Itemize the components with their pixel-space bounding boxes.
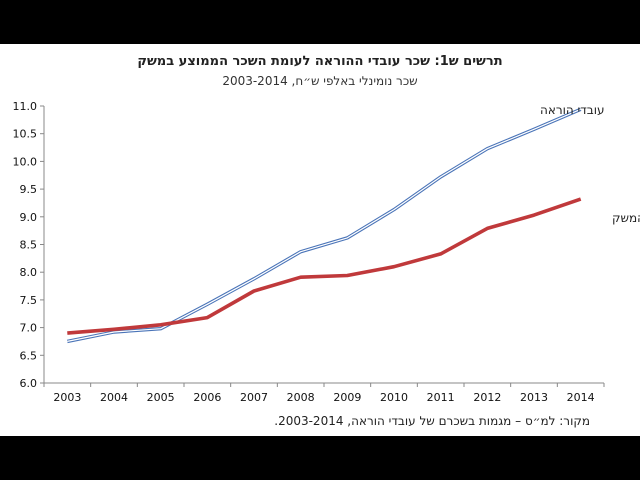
x-tick-label: 2004: [100, 391, 128, 404]
y-tick-label: 7.5: [20, 294, 38, 307]
y-tick-label: 7.0: [20, 322, 38, 335]
chart-frame: תרשים ש1: שכר עובדי ההוראה לעומת השכר המ…: [0, 44, 640, 436]
x-tick-label: 2010: [380, 391, 408, 404]
y-tick-label: 10.0: [13, 155, 38, 168]
y-tick-label: 8.0: [20, 266, 38, 279]
x-tick-label: 2003: [53, 391, 81, 404]
x-tick-label: 2012: [473, 391, 501, 404]
chart-title: תרשים ש1: שכר עובדי ההוראה לעומת השכר המ…: [137, 54, 503, 69]
x-tick-label: 2008: [287, 391, 315, 404]
x-tick-label: 2013: [520, 391, 548, 404]
line-chart: 6.0 6.5 7.0 7.5 8.0 8.5 9.0 9.5 10.0 10.5 11.0 200…: [13, 100, 640, 404]
x-tick-label: 2009: [333, 391, 361, 404]
y-tick-label: 9.5: [20, 183, 38, 196]
chart-subtitle: שכר נומינלי באלפי ש״ח, 2003-2014: [222, 74, 418, 88]
series-lines: [66, 107, 582, 344]
y-tick-label: 9.0: [20, 211, 38, 224]
series-line-teachers-core: [67, 108, 581, 342]
y-tick-label: 6.5: [20, 349, 38, 362]
y-tick-label: 6.0: [20, 377, 38, 390]
x-axis-ticks: 2003 2004 2005 2006 2007 2008 2009 2010 2011 2012…: [43, 383, 605, 404]
x-tick-label: 2005: [147, 391, 175, 404]
series-line-economy: [67, 197, 582, 335]
y-axis-ticks: 6.0 6.5 7.0 7.5 8.0 8.5 9.0 9.5 10.0 10.5 11.0: [13, 100, 44, 390]
x-tick-label: 2006: [193, 391, 221, 404]
x-tick-label: 2007: [240, 391, 268, 404]
y-tick-label: 8.5: [20, 239, 38, 252]
y-tick-label: 10.5: [13, 128, 38, 141]
source-note: מקור: למ״ס – מגמות בשכרם של עובדי הוראה,…: [274, 414, 590, 428]
series-label-teachers: עובדי הוראה: [540, 103, 605, 117]
x-tick-label: 2014: [567, 391, 595, 404]
x-tick-label: 2011: [427, 391, 455, 404]
y-tick-label: 11.0: [13, 100, 38, 113]
